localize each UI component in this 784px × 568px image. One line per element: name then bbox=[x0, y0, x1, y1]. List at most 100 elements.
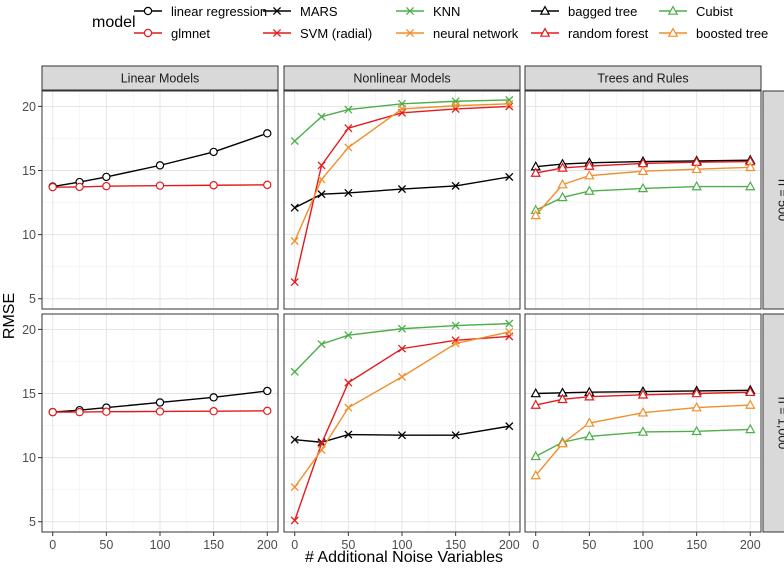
series-line bbox=[294, 331, 510, 488]
x-tick-label: 200 bbox=[740, 538, 761, 552]
series-line bbox=[52, 184, 268, 188]
series-line bbox=[535, 389, 751, 395]
panel-r2-c2: 0 50 100 150 200 bbox=[283, 313, 521, 552]
data-point bbox=[530, 167, 541, 177]
data-point bbox=[505, 422, 514, 431]
data-point bbox=[530, 387, 541, 398]
data-point bbox=[344, 331, 353, 340]
data-point bbox=[745, 399, 756, 409]
data-point bbox=[263, 406, 272, 416]
data-point bbox=[155, 161, 165, 170]
series-neural-network bbox=[290, 99, 514, 246]
series-line bbox=[535, 404, 751, 477]
data-point bbox=[557, 191, 568, 202]
data-point bbox=[290, 516, 299, 525]
data-point bbox=[745, 180, 756, 191]
panel-r1-c1: 5 10 15 20 bbox=[22, 90, 279, 310]
series-cubist bbox=[530, 180, 756, 215]
data-point bbox=[344, 378, 353, 387]
data-point bbox=[557, 437, 568, 448]
facet-strip-trees-and-rules: Trees and Rules bbox=[524, 65, 762, 91]
facet-row-strip-1: n = 500 bbox=[762, 90, 784, 310]
legend-marker-glmnet bbox=[143, 28, 153, 38]
data-point bbox=[584, 185, 595, 195]
data-point bbox=[584, 169, 595, 180]
data-point bbox=[691, 180, 702, 191]
x-axis-title: # Additional Noise Variables bbox=[305, 549, 503, 566]
series-line bbox=[535, 428, 751, 457]
series-mars bbox=[290, 172, 514, 212]
series-random-forest bbox=[530, 155, 756, 177]
panel-r1-c2 bbox=[283, 90, 521, 310]
facet-strip-linear-models: Linear Models bbox=[41, 65, 279, 91]
y-tick-label: 10 bbox=[22, 228, 36, 242]
data-point bbox=[637, 165, 649, 175]
data-point bbox=[344, 188, 353, 198]
data-point bbox=[530, 209, 541, 220]
data-point bbox=[48, 407, 57, 417]
data-point bbox=[290, 367, 299, 376]
x-tick-label: 0 bbox=[532, 538, 539, 552]
legend-label: linear regression bbox=[171, 4, 267, 19]
legend-label: SVM (radial) bbox=[300, 26, 372, 41]
x-tick-label: 100 bbox=[392, 538, 413, 552]
legend-item-mars: MARS bbox=[263, 4, 338, 19]
legend-marker-neural-network bbox=[405, 28, 415, 38]
series-neural-network bbox=[290, 327, 514, 492]
data-point bbox=[691, 425, 702, 436]
data-point bbox=[317, 190, 326, 199]
facet-row-label: n = 1,000 bbox=[776, 397, 784, 450]
y-tick-label: 15 bbox=[22, 387, 36, 401]
facet-strip-label: Linear Models bbox=[121, 72, 200, 86]
data-point bbox=[637, 389, 649, 399]
data-point bbox=[209, 407, 218, 416]
data-point bbox=[637, 182, 649, 193]
series-knn bbox=[290, 319, 514, 376]
data-point bbox=[155, 181, 165, 190]
x-tick-label: 50 bbox=[99, 538, 113, 552]
data-point bbox=[317, 340, 326, 349]
x-tick-label: 50 bbox=[582, 538, 596, 552]
series-glmnet bbox=[48, 406, 272, 417]
data-point bbox=[530, 469, 541, 480]
data-point bbox=[155, 398, 165, 407]
series-line bbox=[294, 105, 510, 283]
y-tick-label: 15 bbox=[22, 164, 36, 178]
series-line bbox=[535, 166, 751, 216]
legend-item-cubist: Cubist bbox=[659, 4, 733, 19]
data-point bbox=[451, 339, 460, 348]
series-line bbox=[294, 176, 510, 209]
series-line bbox=[535, 159, 751, 168]
data-point bbox=[505, 95, 514, 105]
facet-strip-label: Nonlinear Models bbox=[353, 72, 450, 86]
data-point bbox=[397, 372, 407, 381]
legend-item-bagged-tree: bagged tree bbox=[531, 4, 637, 19]
data-point bbox=[263, 129, 272, 138]
data-point bbox=[290, 203, 299, 212]
data-point bbox=[290, 435, 299, 444]
facet-row-label: n = 500 bbox=[776, 179, 784, 221]
data-point bbox=[397, 431, 407, 440]
y-tick-label: 20 bbox=[22, 100, 36, 114]
data-point bbox=[584, 430, 595, 441]
data-point bbox=[290, 136, 299, 146]
data-point bbox=[691, 401, 702, 412]
data-point bbox=[637, 426, 649, 436]
series-line bbox=[294, 425, 510, 443]
legend-label: glmnet bbox=[171, 26, 210, 41]
series-line bbox=[294, 103, 510, 242]
series-line bbox=[52, 410, 268, 413]
data-point bbox=[317, 175, 326, 184]
data-point bbox=[584, 160, 595, 170]
data-point bbox=[745, 161, 756, 172]
series-mars bbox=[290, 422, 514, 447]
data-point bbox=[691, 163, 702, 174]
legend-label: random forest bbox=[568, 26, 649, 41]
data-point bbox=[691, 387, 702, 398]
y-tick-label: 5 bbox=[29, 292, 36, 306]
legend-marker-cubist bbox=[667, 5, 679, 15]
legend-item-neural-network: neural network bbox=[396, 26, 519, 41]
data-point bbox=[102, 172, 111, 182]
